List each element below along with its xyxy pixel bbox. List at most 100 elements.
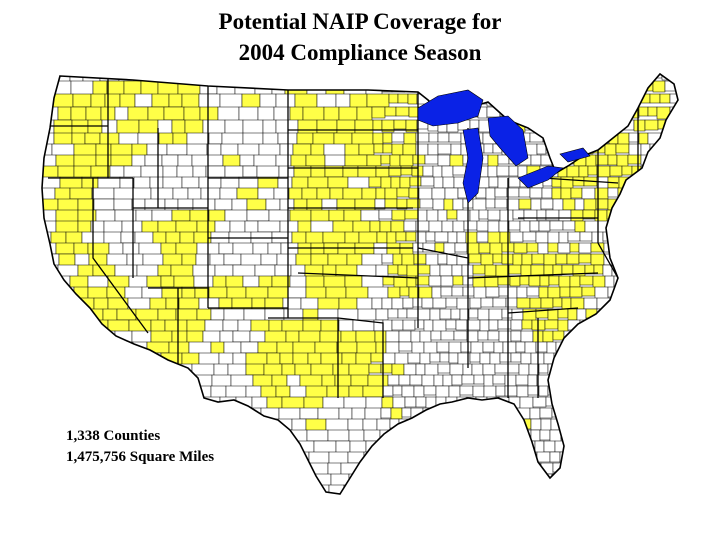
county-covered <box>158 132 174 146</box>
county <box>459 484 474 494</box>
county <box>482 363 496 376</box>
county <box>575 473 587 486</box>
state-border <box>337 317 384 398</box>
county <box>583 297 598 310</box>
county <box>253 484 276 494</box>
county <box>487 330 500 341</box>
county <box>713 419 714 428</box>
county <box>75 385 98 400</box>
county <box>620 451 634 464</box>
county <box>432 74 447 81</box>
county <box>635 418 646 431</box>
county <box>57 319 79 333</box>
county <box>448 352 459 364</box>
county <box>692 331 704 341</box>
county <box>695 155 706 165</box>
county <box>595 473 606 486</box>
county <box>502 341 517 354</box>
county <box>687 265 698 276</box>
county <box>385 330 400 343</box>
county-covered <box>495 264 510 278</box>
county <box>668 231 678 244</box>
county <box>417 308 431 321</box>
county-covered <box>509 275 521 287</box>
county <box>655 341 666 353</box>
county-covered <box>354 119 374 135</box>
county <box>469 297 482 309</box>
county-covered <box>250 319 270 333</box>
county <box>646 363 660 374</box>
county <box>703 166 712 177</box>
county <box>630 308 644 319</box>
county-covered <box>516 297 531 309</box>
county <box>447 231 458 244</box>
county <box>361 275 384 289</box>
county-covered <box>150 319 166 333</box>
county <box>681 353 690 362</box>
county <box>488 176 499 188</box>
county <box>465 407 477 419</box>
county <box>578 93 593 104</box>
county <box>571 484 583 494</box>
county <box>195 484 217 494</box>
county <box>696 177 709 189</box>
county <box>599 374 611 386</box>
county <box>265 198 281 211</box>
county-covered <box>175 220 198 234</box>
county <box>712 408 714 418</box>
county <box>425 484 440 494</box>
county <box>650 198 662 212</box>
county-covered <box>366 93 390 108</box>
county <box>537 242 549 255</box>
county <box>246 209 270 222</box>
county-covered <box>389 154 401 168</box>
county <box>585 352 600 365</box>
county-covered <box>379 220 392 233</box>
county-covered <box>669 165 678 176</box>
county <box>656 352 669 364</box>
county <box>712 232 714 241</box>
county <box>453 407 467 418</box>
county <box>289 275 307 289</box>
lake-ontario <box>559 147 591 163</box>
county <box>662 496 672 500</box>
county-covered <box>90 165 111 179</box>
county <box>129 352 144 368</box>
county <box>249 330 266 343</box>
county <box>615 253 628 265</box>
county <box>475 396 488 407</box>
county <box>683 496 695 500</box>
county <box>642 319 654 332</box>
county <box>445 319 457 330</box>
county <box>631 396 646 409</box>
county <box>432 297 447 309</box>
county <box>475 407 487 421</box>
county <box>623 418 637 431</box>
county <box>407 352 421 364</box>
county <box>64 352 84 367</box>
county <box>433 374 444 387</box>
county <box>494 407 505 418</box>
county <box>50 308 69 325</box>
county <box>195 473 215 490</box>
county <box>702 364 714 375</box>
county-covered <box>71 119 89 135</box>
county <box>574 440 587 453</box>
county <box>607 187 619 198</box>
county-covered <box>289 106 304 122</box>
county <box>411 341 425 355</box>
county <box>709 320 714 331</box>
county <box>686 452 695 463</box>
county <box>460 451 473 463</box>
county <box>375 264 389 278</box>
county <box>258 143 281 157</box>
county <box>692 364 702 374</box>
county <box>252 473 272 488</box>
county <box>421 440 434 453</box>
county <box>626 473 640 484</box>
county <box>632 264 646 275</box>
county <box>669 385 678 399</box>
county-covered <box>175 308 198 322</box>
county <box>59 363 75 377</box>
county <box>388 484 403 494</box>
